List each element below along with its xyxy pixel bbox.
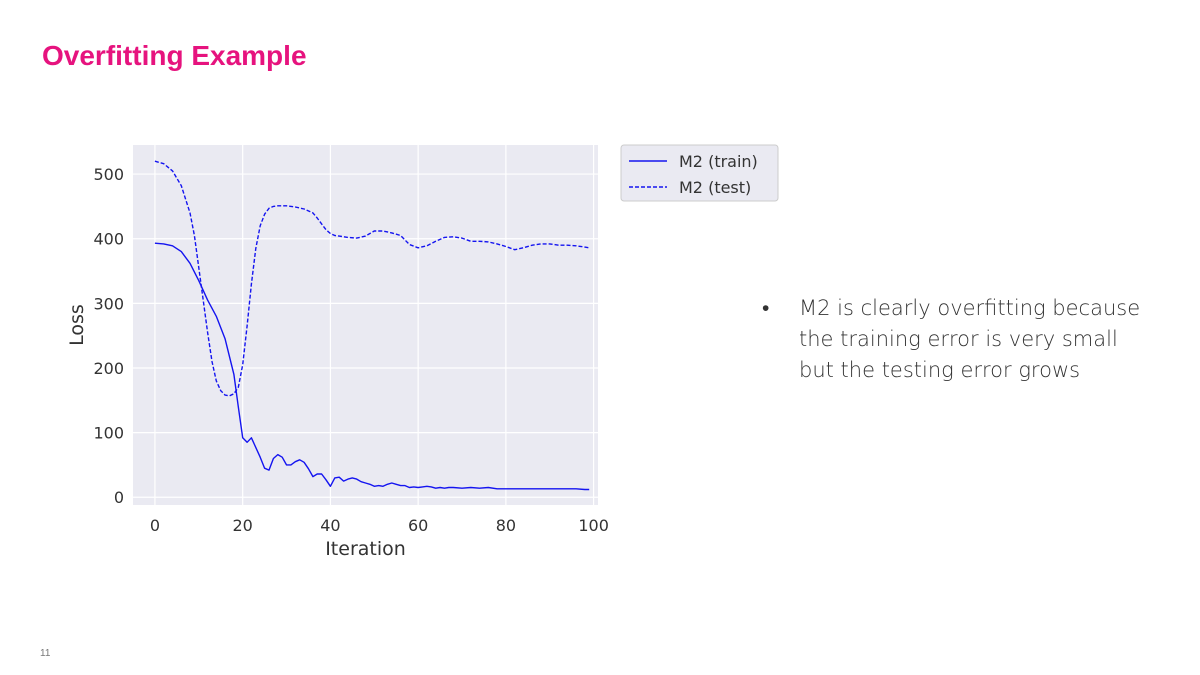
x-tick-label: 80 xyxy=(496,516,516,535)
legend-label: M2 (test) xyxy=(679,178,751,197)
bullet-marker: • xyxy=(762,296,770,320)
y-tick-label: 0 xyxy=(114,488,124,507)
legend-label: M2 (train) xyxy=(679,152,758,171)
bullet-text: M2 is clearly overfitting because the tr… xyxy=(799,296,1141,382)
x-tick-label: 40 xyxy=(320,516,340,535)
y-tick-label: 100 xyxy=(93,424,124,443)
x-axis-label: Iteration xyxy=(325,538,406,560)
x-tick-label: 60 xyxy=(408,516,428,535)
bullet-point: • M2 is clearly overfitting because the … xyxy=(762,293,1152,386)
plot-background xyxy=(133,145,598,505)
x-tick-label: 0 xyxy=(150,516,160,535)
y-tick-label: 200 xyxy=(93,359,124,378)
y-tick-label: 300 xyxy=(93,294,124,313)
loss-chart: 0 20 40 60 80 100 0 100 200 300 400 500 Iteration Los… xyxy=(66,144,779,560)
x-tick-label: 20 xyxy=(232,516,252,535)
y-axis-label: Loss xyxy=(66,304,88,346)
series-line-train xyxy=(154,242,590,491)
y-tick-label: 500 xyxy=(93,165,124,184)
y-tick-label: 400 xyxy=(93,230,124,249)
series-line-test xyxy=(154,160,590,397)
slide-title: Overfitting Example xyxy=(42,40,307,71)
page-number: 11 xyxy=(40,648,51,659)
x-tick-label: 100 xyxy=(578,516,609,535)
